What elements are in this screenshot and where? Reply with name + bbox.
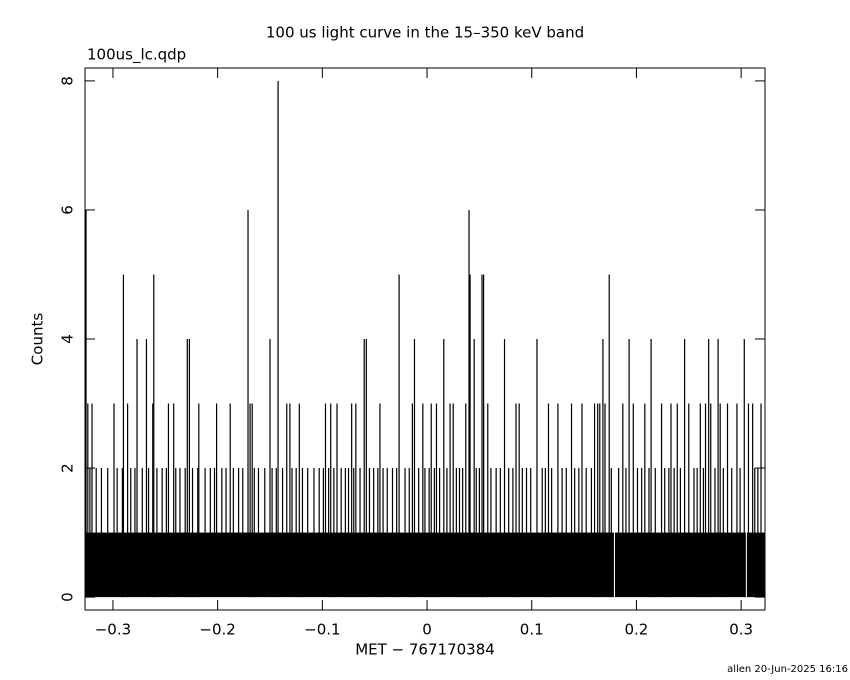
x-tick-label: 0.1 [520, 621, 544, 639]
y-tick-label: 4 [59, 334, 77, 344]
x-tick-label: 0.2 [625, 621, 649, 639]
y-tick-label: 2 [59, 463, 77, 473]
y-tick-label: 8 [59, 76, 77, 86]
bin [85, 532, 614, 598]
chart-subtitle: 100us_lc.qdp [87, 46, 186, 65]
bin [746, 532, 765, 598]
x-tick-label: −0.3 [95, 621, 131, 639]
x-tick-label: −0.1 [304, 621, 340, 639]
x-tick-label: 0.3 [729, 621, 753, 639]
y-tick-label: 6 [59, 205, 77, 215]
y-tick-label: 0 [59, 592, 77, 602]
x-axis-label: MET − 767170384 [355, 641, 495, 659]
x-tick-label: 0 [422, 621, 432, 639]
footer: allen 20-Jun-2025 16:16 [727, 664, 848, 675]
chart-title: 100 us light curve in the 15–350 keV ban… [266, 24, 584, 42]
x-tick-label: −0.2 [199, 621, 235, 639]
y-axis-label: Counts [29, 313, 47, 366]
